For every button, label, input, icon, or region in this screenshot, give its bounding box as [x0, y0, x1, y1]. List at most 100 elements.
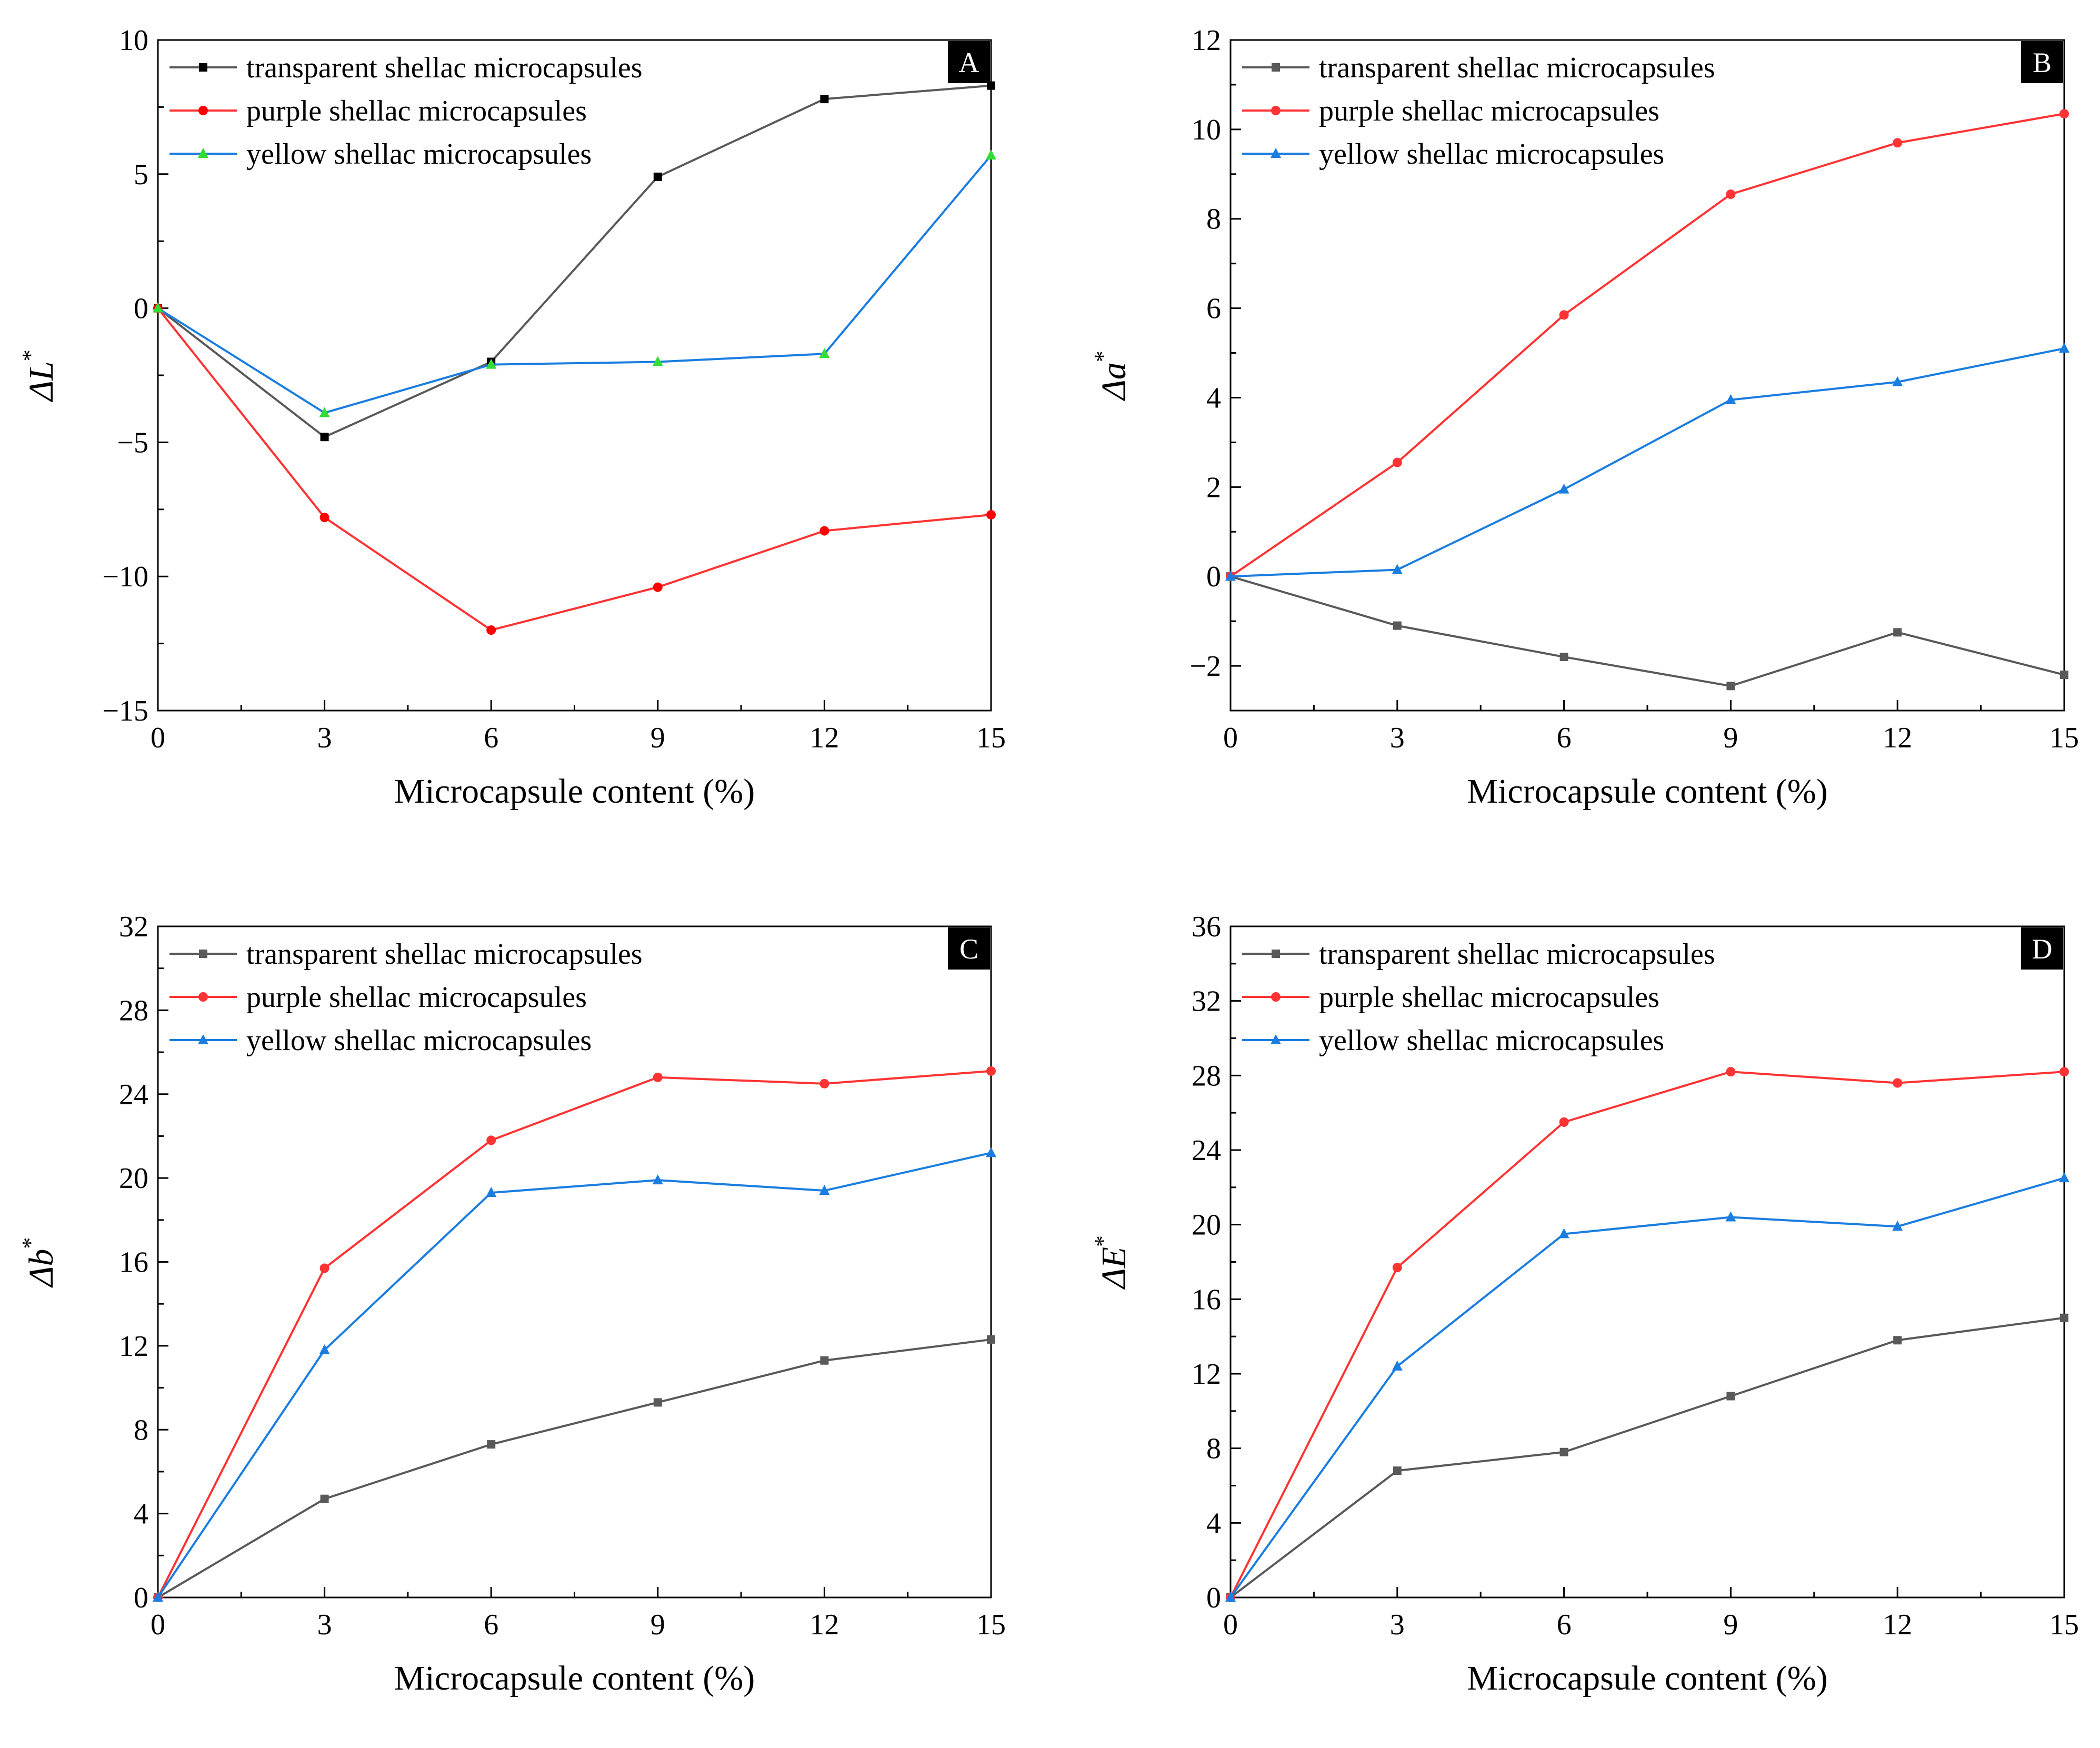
data-point	[320, 1494, 329, 1503]
data-point	[1893, 628, 1902, 637]
data-point	[1893, 1078, 1903, 1088]
series-line	[157, 1070, 992, 1598]
series-line	[157, 1338, 992, 1599]
y-tick-label: 24	[1192, 1134, 1221, 1167]
data-point	[2059, 1067, 2069, 1077]
y-tick-label: 28	[1192, 1060, 1221, 1092]
y-axis-title: Δa*	[1090, 351, 1133, 402]
series-line	[157, 307, 992, 632]
panel-tag: D	[2021, 927, 2063, 970]
series-0	[1226, 572, 2068, 691]
x-tick-label: 3	[1390, 722, 1405, 754]
legend-marker	[198, 106, 208, 115]
series-0	[154, 81, 995, 442]
series-line	[1229, 1071, 2065, 1598]
legend-label: transparent shellac microcapsules	[1319, 938, 1715, 971]
data-point	[1559, 653, 1568, 662]
x-tick-label: 15	[2049, 722, 2079, 754]
y-axis-symbol: b	[22, 1249, 61, 1266]
legend-label: purple shellac microcapsules	[1319, 95, 1659, 127]
x-axis-title: Microcapsule content (%)	[1467, 772, 1827, 811]
data-point	[987, 1335, 995, 1344]
legend-label: purple shellac microcapsules	[246, 981, 587, 1014]
y-axis-symbol: a	[1095, 362, 1133, 379]
y-axis-delta: Δ	[22, 1266, 61, 1288]
y-tick-label: −10	[102, 561, 148, 593]
y-axis-symbol: L	[22, 361, 61, 381]
data-point	[1726, 1067, 1736, 1077]
data-point	[1392, 457, 1402, 467]
y-axis-title: ΔL*	[17, 349, 61, 402]
legend-entry: yellow shellac microcapsules	[169, 138, 592, 171]
data-point	[486, 625, 496, 635]
data-point	[153, 302, 163, 313]
x-tick-label: 0	[1223, 1609, 1238, 1641]
legend-label: yellow shellac microcapsules	[1319, 138, 1664, 171]
series-line	[1229, 1316, 2065, 1599]
data-point	[486, 358, 497, 369]
legend-entry: purple shellac microcapsules	[169, 95, 587, 127]
legend-entry: transparent shellac microcapsules	[169, 52, 643, 84]
series-line	[157, 154, 992, 414]
panel-tag-label: A	[959, 47, 979, 78]
data-point	[319, 513, 329, 523]
panel-tag-box	[2021, 41, 2063, 83]
data-point	[986, 510, 996, 520]
data-point	[1559, 310, 1569, 320]
x-tick-label: 0	[151, 722, 165, 754]
legend-label: transparent shellac microcapsules	[246, 938, 643, 971]
y-tick-label: 32	[1192, 985, 1221, 1018]
panel-tag-label: C	[959, 933, 978, 965]
data-point	[153, 1592, 163, 1602]
data-point	[1893, 1336, 1902, 1345]
y-axis-symbol: E	[1095, 1247, 1133, 1268]
legend-label: yellow shellac microcapsules	[246, 1024, 592, 1057]
y-tick-label: 0	[134, 1582, 148, 1614]
y-axis-title: Δb*	[17, 1237, 61, 1288]
data-point	[1225, 571, 1236, 581]
panel-tag-box	[2021, 927, 2063, 970]
x-tick-label: 15	[2049, 1609, 2079, 1641]
legend-entry: yellow shellac microcapsules	[169, 1024, 592, 1057]
legend-marker	[198, 148, 208, 158]
legend-label: yellow shellac microcapsules	[1319, 1024, 1664, 1057]
series-line	[1229, 113, 2065, 577]
legend-entry: purple shellac microcapsules	[1242, 95, 1659, 127]
data-point	[2059, 109, 2069, 119]
legend-marker	[198, 1034, 208, 1044]
y-tick-label: 32	[119, 911, 148, 943]
panel-b: −2 0 2 4 6 8 10 12 0 3 6 9 12 15 Microcapsule content …	[1090, 24, 2079, 811]
y-tick-label: 12	[1192, 24, 1221, 57]
data-point	[2060, 671, 2068, 680]
y-tick-label: 12	[1192, 1358, 1221, 1391]
series-1	[1226, 109, 2069, 582]
data-point	[319, 1263, 329, 1273]
y-tick-label: 2	[1206, 471, 1221, 504]
data-point	[986, 1147, 996, 1157]
x-tick-label: 12	[1883, 1609, 1912, 1641]
data-point	[487, 1440, 496, 1449]
y-axis-superscript: *	[17, 349, 43, 361]
panel-tag: B	[2021, 41, 2063, 83]
x-tick-label: 6	[484, 1609, 498, 1641]
data-point	[320, 433, 329, 442]
panel-tag: A	[948, 41, 990, 83]
y-axis-superscript: *	[1090, 1235, 1116, 1247]
y-tick-label: 0	[134, 293, 148, 325]
data-point	[986, 1066, 996, 1076]
y-axis-superscript: *	[1090, 351, 1116, 362]
x-tick-label: 6	[484, 722, 498, 754]
y-tick-label: 5	[134, 158, 148, 191]
legend-marker	[1271, 1034, 1281, 1044]
legend-entry: yellow shellac microcapsules	[1242, 1024, 1664, 1057]
x-tick-label: 6	[1557, 722, 1572, 754]
series-0	[154, 1335, 995, 1602]
data-point	[652, 356, 663, 366]
x-tick-label: 12	[809, 722, 839, 754]
data-point	[2059, 343, 2069, 353]
x-axis-title: Microcapsule content (%)	[394, 1659, 755, 1697]
legend-marker	[199, 63, 207, 72]
series-1	[1226, 1067, 2069, 1602]
panel-tag-box	[948, 927, 990, 970]
